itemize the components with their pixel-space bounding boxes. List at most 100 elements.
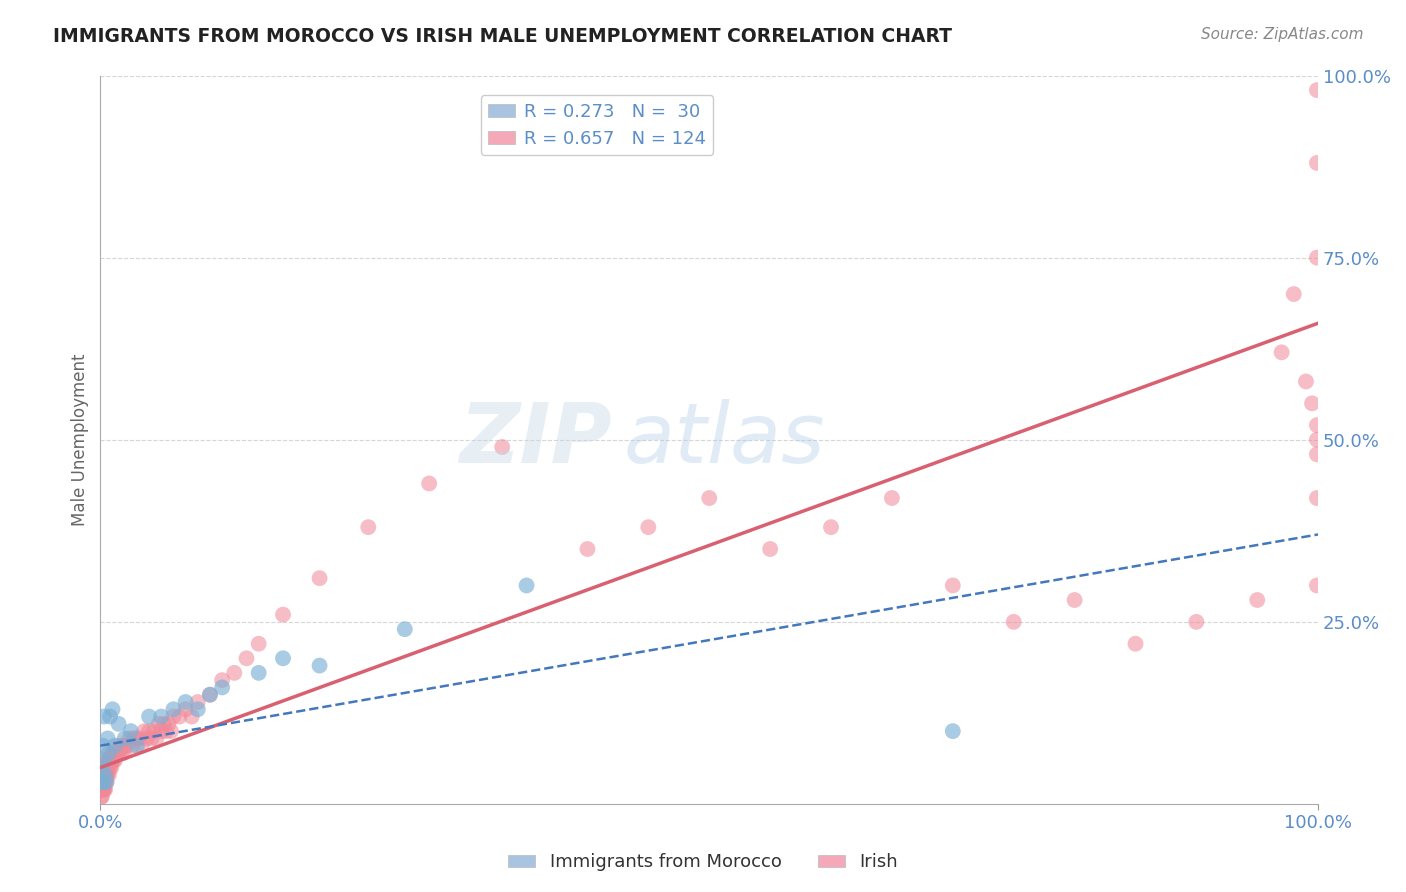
Point	[418, 476, 440, 491]
Point	[91, 760, 114, 774]
Point	[97, 753, 120, 767]
Legend: Immigrants from Morocco, Irish: Immigrants from Morocco, Irish	[501, 847, 905, 879]
Point	[93, 760, 115, 774]
Point	[308, 658, 330, 673]
Point	[108, 739, 131, 753]
Point	[97, 760, 120, 774]
Point	[141, 731, 163, 746]
Point	[180, 709, 202, 723]
Point	[112, 746, 135, 760]
Point	[148, 716, 170, 731]
Point	[97, 760, 120, 774]
Point	[1306, 418, 1329, 433]
Point	[131, 739, 153, 753]
Point	[98, 709, 121, 723]
Point	[1002, 615, 1025, 629]
Point	[107, 716, 129, 731]
Point	[1282, 287, 1305, 301]
Point	[105, 746, 128, 760]
Point	[271, 651, 294, 665]
Point	[174, 702, 197, 716]
Point	[152, 716, 174, 731]
Point	[211, 681, 233, 695]
Point	[394, 622, 416, 636]
Point	[820, 520, 842, 534]
Point	[101, 753, 124, 767]
Point	[125, 739, 148, 753]
Point	[637, 520, 659, 534]
Point	[162, 709, 184, 723]
Point	[91, 775, 114, 789]
Point	[96, 760, 118, 774]
Point	[247, 637, 270, 651]
Point	[101, 702, 124, 716]
Point	[104, 753, 127, 767]
Point	[110, 746, 132, 760]
Point	[97, 731, 120, 746]
Point	[90, 775, 112, 789]
Point	[94, 782, 117, 797]
Point	[90, 782, 112, 797]
Point	[96, 775, 118, 789]
Point	[145, 731, 167, 746]
Point	[97, 753, 120, 767]
Point	[1306, 83, 1329, 97]
Point	[187, 702, 209, 716]
Point	[100, 753, 122, 767]
Point	[1306, 447, 1329, 461]
Point	[155, 724, 177, 739]
Point	[1306, 433, 1329, 447]
Point	[93, 782, 115, 797]
Point	[94, 760, 117, 774]
Point	[91, 768, 114, 782]
Point	[138, 709, 160, 723]
Point	[97, 768, 120, 782]
Point	[93, 768, 115, 782]
Point	[1246, 593, 1268, 607]
Text: IMMIGRANTS FROM MOROCCO VS IRISH MALE UNEMPLOYMENT CORRELATION CHART: IMMIGRANTS FROM MOROCCO VS IRISH MALE UN…	[53, 27, 952, 45]
Point	[187, 695, 209, 709]
Text: Source: ZipAtlas.com: Source: ZipAtlas.com	[1201, 27, 1364, 42]
Point	[90, 760, 112, 774]
Point	[142, 724, 165, 739]
Point	[107, 746, 129, 760]
Point	[121, 739, 143, 753]
Point	[111, 739, 134, 753]
Point	[91, 739, 114, 753]
Point	[104, 739, 127, 753]
Point	[115, 739, 138, 753]
Point	[114, 731, 136, 746]
Point	[1306, 491, 1329, 505]
Point	[198, 688, 221, 702]
Point	[93, 768, 115, 782]
Point	[103, 746, 125, 760]
Point	[93, 760, 115, 774]
Point	[114, 739, 136, 753]
Point	[169, 709, 191, 723]
Point	[90, 782, 112, 797]
Point	[91, 775, 114, 789]
Point	[94, 768, 117, 782]
Point	[90, 768, 112, 782]
Point	[1295, 375, 1317, 389]
Point	[942, 724, 965, 739]
Point	[1271, 345, 1294, 359]
Point	[93, 775, 115, 789]
Point	[1301, 396, 1323, 410]
Point	[1185, 615, 1208, 629]
Point	[104, 746, 127, 760]
Point	[1306, 156, 1329, 170]
Point	[150, 724, 173, 739]
Point	[247, 665, 270, 680]
Point	[96, 768, 118, 782]
Point	[100, 760, 122, 774]
Point	[91, 768, 114, 782]
Point	[90, 789, 112, 804]
Point	[157, 716, 180, 731]
Point	[101, 746, 124, 760]
Point	[94, 775, 117, 789]
Text: atlas: atlas	[624, 400, 825, 480]
Point	[516, 578, 538, 592]
Point	[105, 746, 128, 760]
Point	[103, 753, 125, 767]
